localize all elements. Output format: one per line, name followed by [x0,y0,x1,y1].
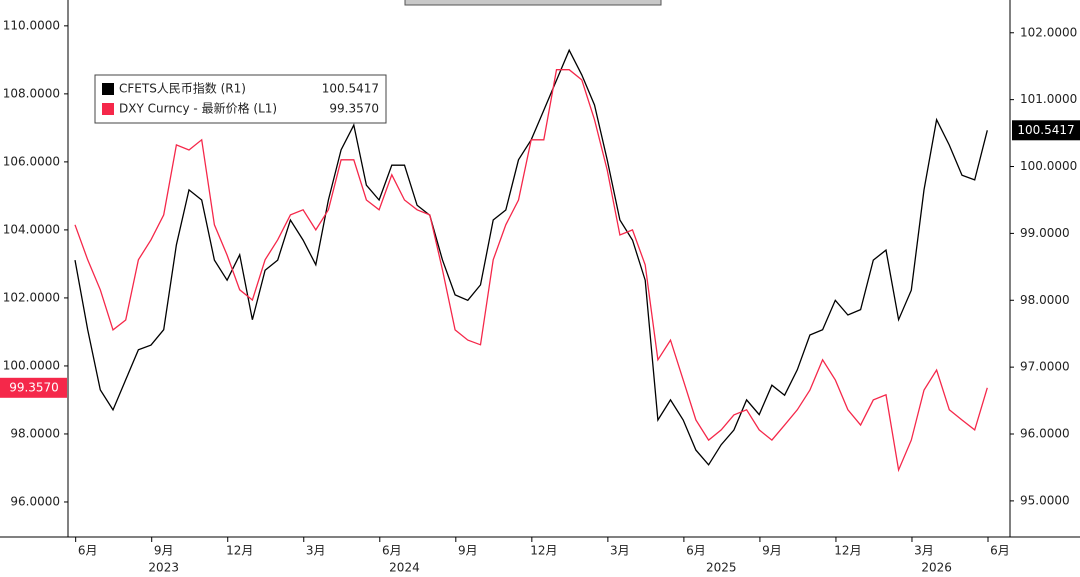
series-line [74,69,988,473]
last-value-tag [0,377,67,398]
y-tick-label: 106.0000 [3,154,60,168]
y2-tick-label: 96.0000 [1020,427,1070,441]
x-tick-label: 3月 [306,544,326,558]
x-tick-label: 12月 [530,544,557,558]
last-value-label: 99.3570 [9,380,59,394]
y2-tick-label: 97.0000 [1020,360,1070,374]
x-tick-label: 12月 [226,544,253,558]
x-year-label: 2026 [921,561,952,575]
y2-tick-label: 99.0000 [1020,226,1070,240]
legend-swatch [102,103,114,115]
y-tick-label: 98.0000 [10,426,60,440]
y-tick-label: 96.0000 [10,494,60,508]
y-tick-label: 102.0000 [3,290,60,304]
x-tick-label: 9月 [458,544,478,558]
x-tick-label: 9月 [762,544,782,558]
y2-tick-label: 102.0000 [1020,25,1077,39]
x-year-label: 2024 [389,561,420,575]
x-year-label: 2023 [148,561,179,575]
x-tick-label: 6月 [686,544,706,558]
y2-tick-label: 100.0000 [1020,159,1077,173]
legend-swatch [102,83,114,95]
legend-label: CFETS人民币指数 (R1) [119,81,246,96]
y2-tick-label: 101.0000 [1020,92,1077,106]
y-tick-label: 108.0000 [3,86,60,100]
x-tick-label: 6月 [78,544,98,558]
legend [94,74,387,124]
y-tick-label: 104.0000 [3,222,60,236]
last-value-tag [1012,120,1080,141]
legend-value: 99.3570 [329,102,379,116]
y2-tick-label: 98.0000 [1020,293,1070,307]
legend-box [94,74,387,124]
x-tick-label: 12月 [834,544,861,558]
y-tick-label: 110.0000 [3,18,60,32]
top-bar [404,0,662,6]
x-tick-label: 9月 [154,544,174,558]
x-year-label: 2025 [706,561,737,575]
x-tick-label: 3月 [914,544,934,558]
y-tick-label: 100.0000 [3,358,60,372]
legend-value: 100.5417 [322,82,379,96]
x-tick-label: 3月 [610,544,630,558]
y2-tick-label: 95.0000 [1020,493,1070,507]
last-value-label: 100.5417 [1017,123,1074,137]
legend-label: DXY Curncy - 最新价格 (L1) [119,101,277,116]
x-tick-label: 6月 [990,544,1010,558]
x-tick-label: 6月 [382,544,402,558]
